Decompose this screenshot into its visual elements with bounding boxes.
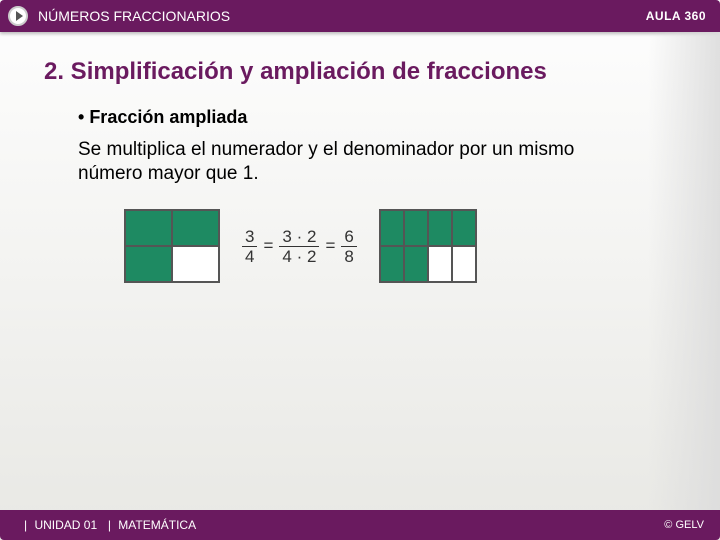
footer-sep: | — [105, 518, 111, 532]
denominator: 4 · 2 — [282, 247, 316, 265]
grid-cell — [380, 246, 404, 282]
grid-cell — [428, 246, 452, 282]
grid-cell — [452, 246, 476, 282]
footer-copyright: © GELV — [664, 519, 704, 531]
figure-row: 3 4 = 3 · 2 4 · 2 = 6 8 — [124, 209, 676, 283]
grid-cell — [380, 210, 404, 246]
fraction-grid-a — [124, 209, 220, 283]
denominator: 8 — [344, 247, 353, 265]
header-topic: NÚMEROS FRACCIONARIOS — [38, 8, 230, 24]
numerator: 3 — [242, 228, 257, 247]
fraction-2: 3 · 2 4 · 2 — [279, 228, 319, 265]
page-title: 2. Simplificación y ampliación de fracci… — [44, 58, 676, 87]
footer-subject: MATEMÁTICA — [118, 518, 196, 532]
equation: 3 4 = 3 · 2 4 · 2 = 6 8 — [242, 228, 357, 265]
header-brand: AULA 360 — [646, 9, 706, 23]
fraction-1: 3 4 — [242, 228, 257, 265]
grid-cell — [404, 246, 428, 282]
grid-cell — [125, 210, 172, 246]
section-subtitle: Fracción ampliada — [78, 107, 676, 128]
grid-cell — [404, 210, 428, 246]
fraction-grid-b — [379, 209, 477, 283]
grid-cell — [452, 210, 476, 246]
content-area: 2. Simplificación y ampliación de fracci… — [0, 32, 720, 283]
footer-unit: UNIDAD 01 — [34, 518, 97, 532]
equals-sign: = — [263, 236, 273, 256]
header-left: NÚMEROS FRACCIONARIOS — [8, 6, 230, 26]
body-text: Se multiplica el numerador y el denomina… — [78, 138, 578, 186]
numerator: 3 · 2 — [279, 228, 319, 247]
numerator: 6 — [341, 228, 356, 247]
grid-cell — [172, 210, 219, 246]
equals-sign: = — [325, 236, 335, 256]
play-icon[interactable] — [8, 6, 28, 26]
grid-cell — [172, 246, 219, 282]
footer-sep: | — [24, 518, 27, 532]
denominator: 4 — [245, 247, 254, 265]
fraction-3: 6 8 — [341, 228, 356, 265]
grid-cell — [125, 246, 172, 282]
grid-cell — [428, 210, 452, 246]
footer-left: | UNIDAD 01 | MATEMÁTICA — [24, 518, 200, 532]
header-bar: NÚMEROS FRACCIONARIOS AULA 360 — [0, 0, 720, 32]
footer-bar: | UNIDAD 01 | MATEMÁTICA © GELV — [0, 510, 720, 540]
